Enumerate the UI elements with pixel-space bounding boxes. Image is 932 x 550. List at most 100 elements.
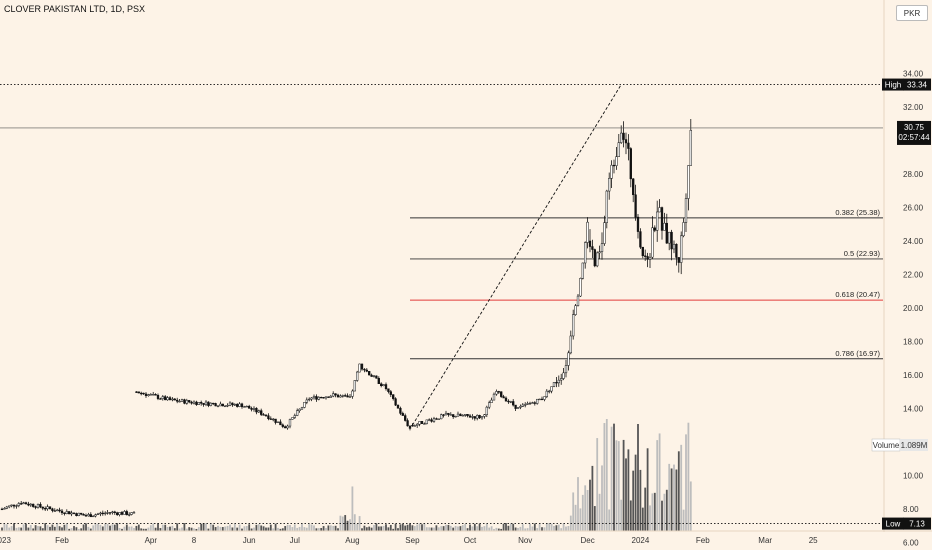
candle-body: [84, 515, 88, 517]
candle-body: [682, 222, 685, 237]
candle-body: [236, 404, 239, 407]
volume-bar: [241, 528, 243, 531]
candle-body: [459, 413, 462, 416]
volume-bar: [82, 524, 85, 531]
candle-body: [406, 420, 409, 427]
price-tick-label: 10.00: [903, 472, 924, 481]
volume-bar: [601, 465, 603, 531]
candle-body: [178, 400, 181, 403]
candle-body: [392, 394, 395, 399]
time-tick-label: Dec: [580, 536, 594, 545]
volume-bar: [377, 526, 380, 531]
volume-bar: [41, 528, 44, 531]
candle-body: [339, 395, 342, 398]
candle-body: [32, 503, 35, 507]
candle-body: [279, 421, 282, 426]
volume-bar: [565, 526, 567, 531]
candle-body: [298, 408, 301, 411]
candle-body: [473, 416, 476, 419]
candle-body: [408, 425, 412, 429]
candle-body: [471, 416, 474, 418]
volume-bar: [145, 528, 147, 531]
candle-body: [461, 415, 464, 417]
volume-bar: [428, 527, 431, 531]
candle-body: [418, 421, 421, 425]
volume-bar: [483, 526, 486, 531]
candle-body: [147, 394, 150, 396]
volume-bar: [620, 499, 623, 531]
volume-bar: [284, 526, 287, 531]
volume-bar: [185, 528, 188, 531]
volume-bar: [89, 528, 92, 531]
candle-body: [615, 156, 618, 166]
volume-bar: [334, 525, 337, 531]
volume-bar: [382, 525, 385, 531]
volume-bar: [37, 526, 39, 531]
candle-body: [624, 139, 628, 144]
price-tick-label: 16.00: [903, 371, 924, 380]
volume-bar: [524, 528, 527, 531]
candle-body: [672, 243, 676, 250]
candle-body: [195, 401, 198, 405]
candle-body: [485, 406, 488, 415]
candle-body: [3, 508, 6, 510]
volume-bar: [370, 527, 373, 531]
candle-body: [226, 405, 229, 407]
volume-bar: [517, 527, 519, 531]
time-tick-label: Feb: [55, 536, 69, 545]
candle-body: [262, 414, 265, 416]
candle-body: [430, 419, 433, 422]
volume-bar: [593, 506, 596, 531]
price-tick-label: 8.00: [903, 505, 919, 514]
candle-body: [248, 405, 251, 409]
price-tick-label: 20.00: [903, 304, 924, 313]
candle-body: [188, 400, 191, 403]
candle-body: [190, 401, 193, 404]
volume-bar: [488, 527, 491, 531]
candle-body: [308, 398, 311, 401]
candle-body: [63, 512, 66, 514]
candle-body: [130, 512, 133, 515]
volume-bar: [70, 528, 73, 531]
volume-bar: [17, 527, 20, 531]
candle-body: [560, 378, 563, 381]
candle-body: [51, 508, 54, 511]
volume-bar: [493, 528, 495, 531]
currency-button[interactable]: PKR: [896, 5, 928, 21]
volume-bar: [166, 526, 169, 531]
candle-body: [149, 394, 152, 396]
volume-bar: [464, 524, 467, 531]
candle-body: [548, 390, 551, 393]
volume-bar: [128, 526, 131, 531]
candle-body: [348, 396, 352, 398]
candle-body: [341, 395, 344, 397]
volume-bar: [58, 526, 61, 531]
volume-bar: [466, 528, 469, 531]
volume-bar: [253, 527, 255, 531]
volume-bar: [80, 528, 83, 531]
volume-bar: [44, 523, 47, 531]
candle-body: [495, 391, 498, 395]
volume-bar: [353, 514, 356, 531]
volume-bar: [615, 440, 618, 531]
time-axis[interactable]: 2023 Feb Apr 8 Jun Jul Aug Sep Oct Nov Dec 2024 Feb M…: [0, 530, 932, 545]
candle-body: [82, 514, 85, 516]
low-tag-value: 7.13: [909, 520, 925, 529]
candle-body: [605, 190, 608, 223]
candle-body: [99, 512, 102, 515]
volume-bar: [562, 523, 565, 531]
candle-body: [96, 513, 100, 515]
candle-body: [77, 512, 80, 516]
candle-body: [324, 396, 328, 399]
volume-bar: [181, 527, 183, 531]
candle-body: [125, 511, 128, 516]
candle-body: [197, 402, 200, 405]
time-tick-label: Oct: [464, 536, 477, 545]
candle-body: [401, 413, 404, 416]
volume-bar: [169, 526, 171, 531]
candle-body: [34, 506, 37, 508]
volume-bar: [459, 526, 462, 531]
volume-bar: [140, 528, 143, 531]
volume-bar: [209, 523, 212, 531]
